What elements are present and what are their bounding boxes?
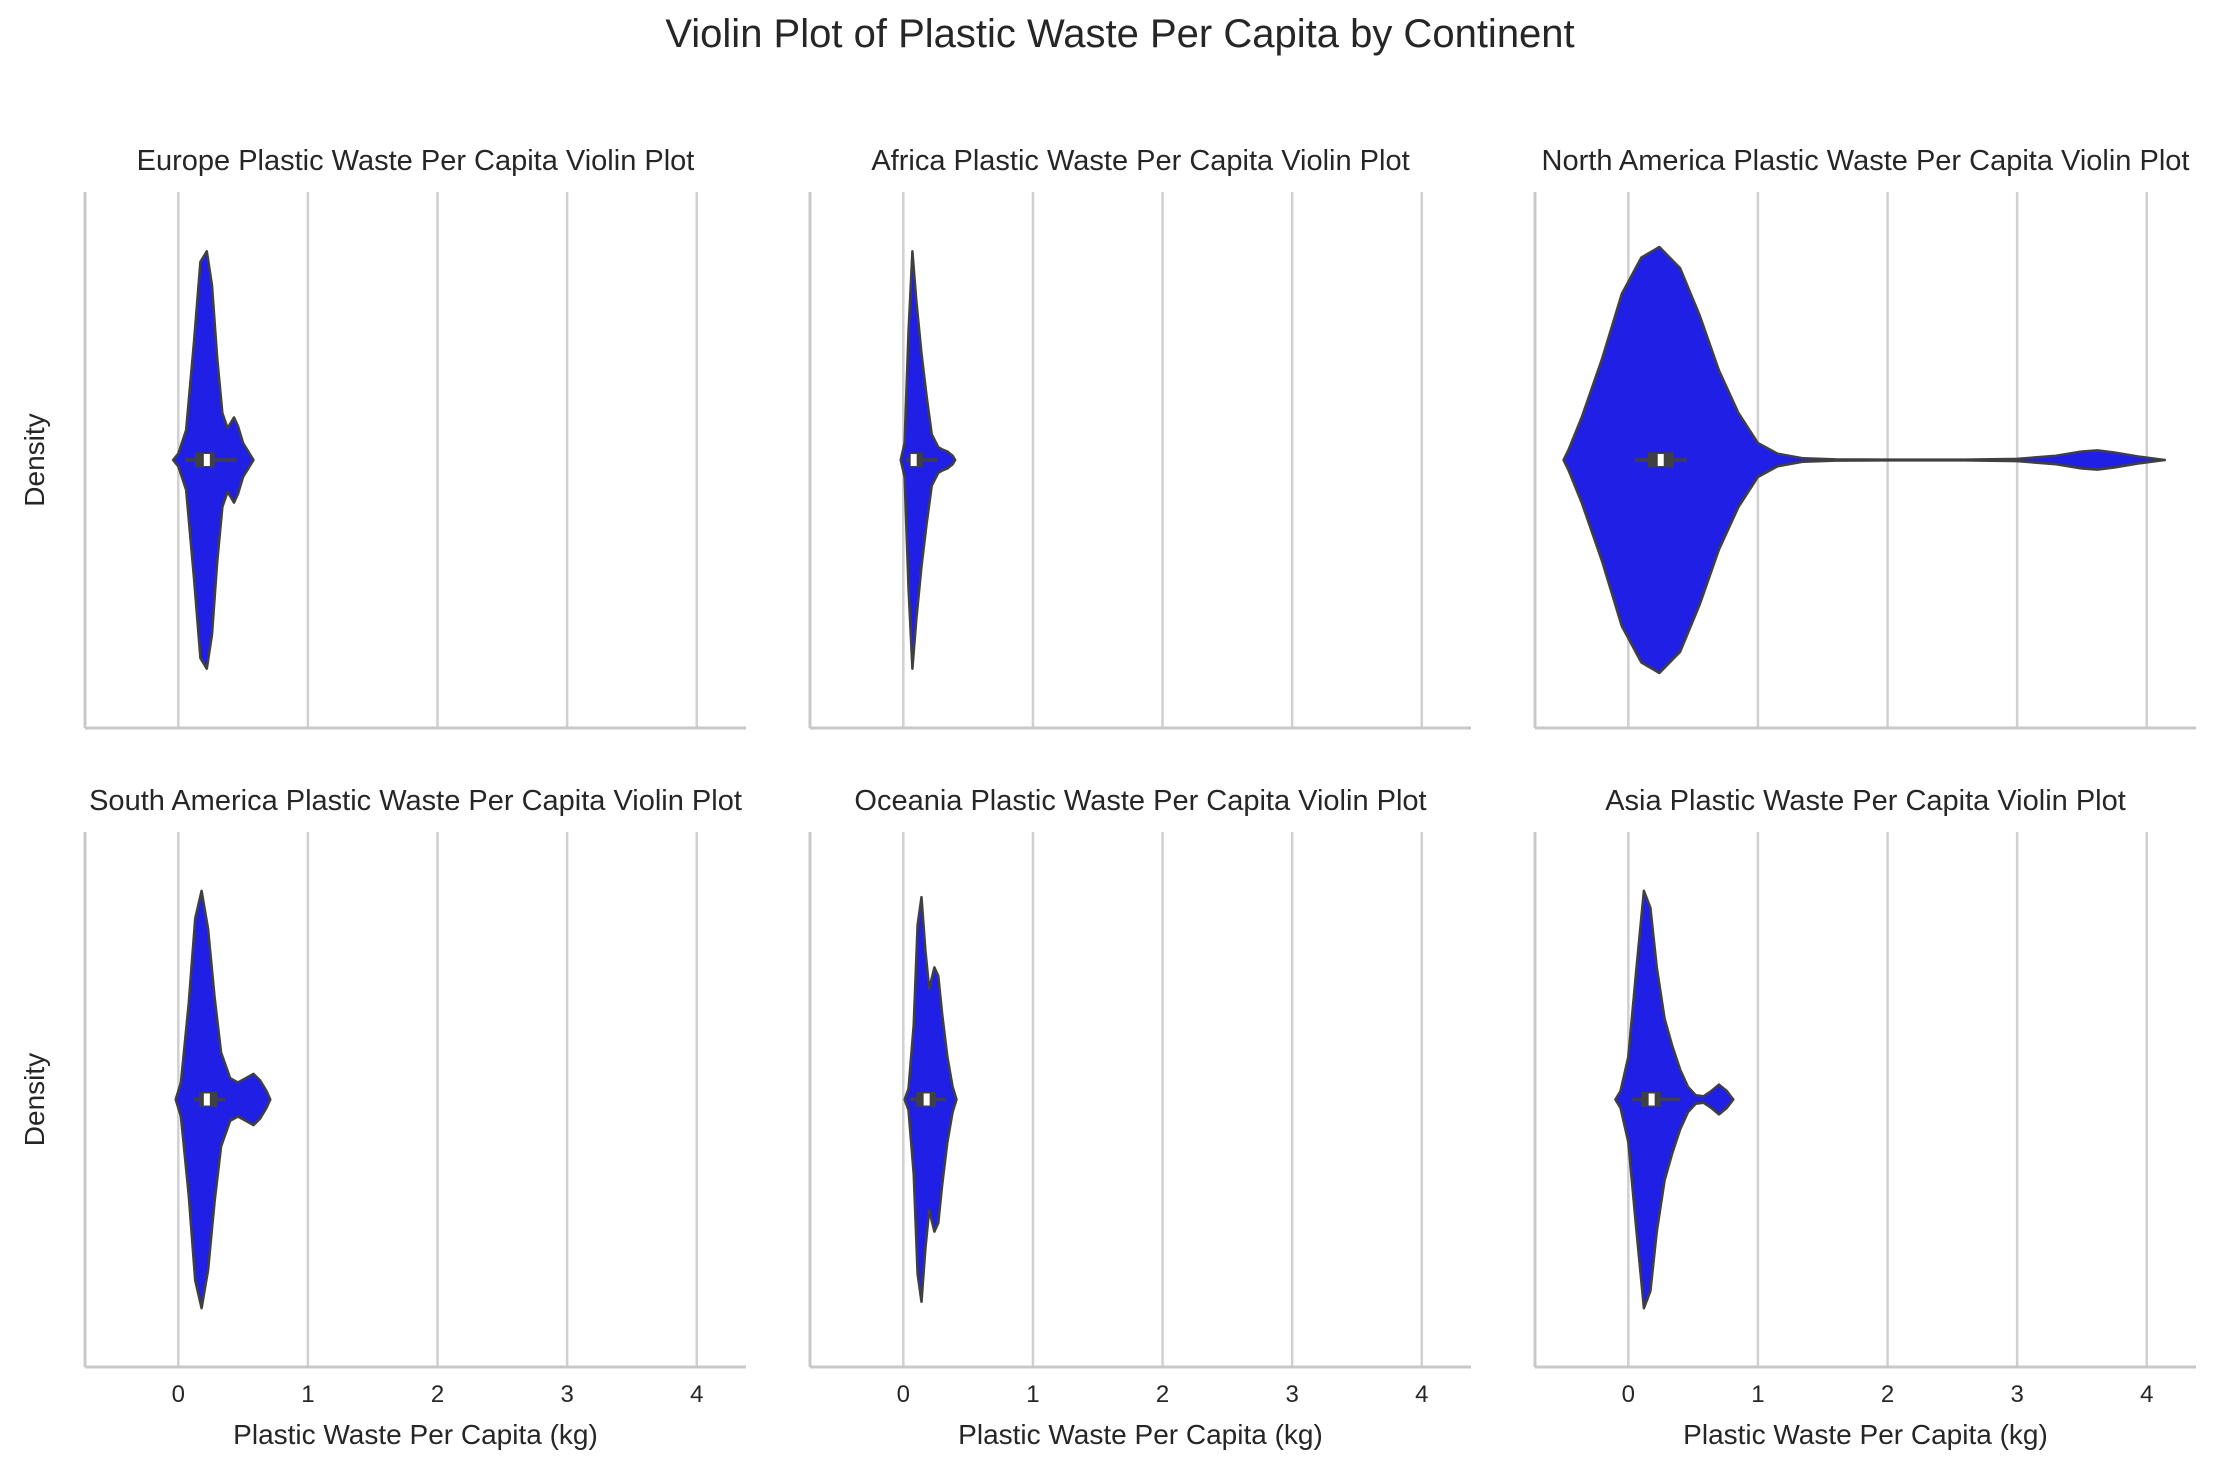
x-tick-label: 1 — [1751, 1381, 1764, 1408]
median-marker — [1648, 1093, 1655, 1106]
panel-title: South America Plastic Waste Per Capita V… — [89, 785, 742, 817]
median-marker — [203, 454, 210, 466]
x-tick-label: 3 — [560, 1381, 573, 1408]
median-marker — [923, 1093, 930, 1106]
median-marker — [910, 454, 917, 466]
panel-2: Africa Plastic Waste Per Capita Violin P… — [808, 145, 1471, 730]
panel-4: South America Plastic Waste Per Capita V… — [19, 785, 746, 1450]
x-tick-label: 3 — [1285, 1381, 1298, 1408]
x-tick-label: 0 — [172, 1381, 185, 1408]
x-tick-label: 0 — [1622, 1381, 1635, 1408]
panel-5: Oceania Plastic Waste Per Capita Violin … — [808, 785, 1471, 1450]
x-tick-label: 4 — [1415, 1381, 1428, 1408]
x-axis-label: Plastic Waste Per Capita (kg) — [958, 1419, 1323, 1450]
figure-title: Violin Plot of Plastic Waste Per Capita … — [665, 12, 1574, 56]
x-tick-label: 0 — [897, 1381, 910, 1408]
x-tick-label: 2 — [1156, 1381, 1169, 1408]
median-marker — [203, 1093, 210, 1106]
x-axis-label: Plastic Waste Per Capita (kg) — [1683, 1419, 2048, 1450]
violin-body — [1562, 245, 2167, 675]
x-tick-label: 4 — [2140, 1381, 2153, 1408]
panel-title: North America Plastic Waste Per Capita V… — [1542, 145, 2190, 177]
panel-title: Africa Plastic Waste Per Capita Violin P… — [871, 145, 1409, 177]
panel-title: Europe Plastic Waste Per Capita Violin P… — [137, 145, 695, 177]
panel-6: Asia Plastic Waste Per Capita Violin Plo… — [1533, 785, 2196, 1450]
y-axis-label: Density — [19, 1053, 50, 1146]
x-tick-label: 2 — [1881, 1381, 1894, 1408]
x-tick-label: 4 — [690, 1381, 703, 1408]
panel-1: Europe Plastic Waste Per Capita Violin P… — [19, 145, 746, 730]
panel-title: Asia Plastic Waste Per Capita Violin Plo… — [1605, 785, 2126, 817]
panel-title: Oceania Plastic Waste Per Capita Violin … — [854, 785, 1426, 817]
panel-3: North America Plastic Waste Per Capita V… — [1533, 145, 2196, 730]
x-tick-label: 1 — [1026, 1381, 1039, 1408]
x-tick-label: 1 — [301, 1381, 314, 1408]
x-tick-label: 3 — [2010, 1381, 2023, 1408]
panels: Europe Plastic Waste Per Capita Violin P… — [19, 145, 2196, 1450]
median-marker — [1657, 454, 1664, 466]
x-tick-label: 2 — [431, 1381, 444, 1408]
y-axis-label: Density — [19, 413, 50, 506]
x-axis-label: Plastic Waste Per Capita (kg) — [233, 1419, 598, 1450]
